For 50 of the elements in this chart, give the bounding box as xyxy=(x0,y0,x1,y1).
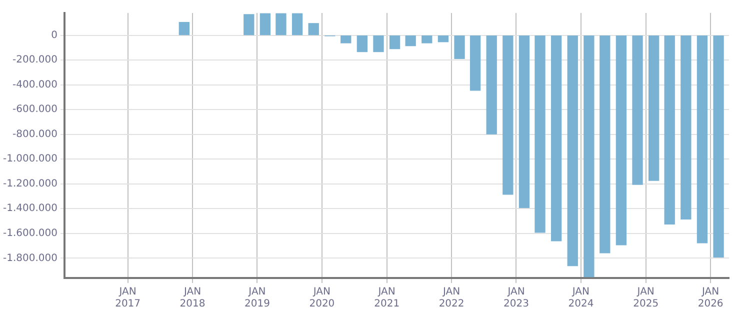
y-tick-label: 0 xyxy=(51,30,58,41)
bar xyxy=(178,22,190,36)
bar xyxy=(696,35,708,244)
bar xyxy=(438,35,449,42)
y-tick-label: -1.800.000 xyxy=(2,252,58,264)
y-tick-label: -200.000 xyxy=(12,54,58,66)
bar xyxy=(244,14,254,36)
bar xyxy=(373,35,384,52)
bar xyxy=(470,35,481,91)
bar xyxy=(713,35,724,258)
bar xyxy=(502,35,514,195)
x-tick-label: JAN 2022 xyxy=(438,286,464,310)
bar xyxy=(454,35,465,60)
bar xyxy=(356,35,368,52)
bar xyxy=(648,35,660,181)
y-tick-label: -800.000 xyxy=(12,128,58,140)
bar xyxy=(486,35,497,134)
bar xyxy=(534,35,546,233)
x-tick-label: JAN 2021 xyxy=(374,286,400,310)
bar xyxy=(616,35,627,246)
y-tick-label: -1.200.000 xyxy=(2,178,58,190)
bar xyxy=(584,35,594,278)
x-tick-label: JAN 2018 xyxy=(180,286,206,310)
y-tick-label: -1.600.000 xyxy=(2,228,58,240)
bar xyxy=(680,35,692,220)
bar xyxy=(340,35,352,44)
bar xyxy=(632,35,643,185)
bar xyxy=(422,35,432,44)
x-tick-label: JAN 2017 xyxy=(115,286,141,310)
bar xyxy=(664,35,675,224)
bar xyxy=(389,35,400,50)
y-tick-label: -400.000 xyxy=(12,79,58,90)
bar xyxy=(276,13,286,36)
x-tick-label: JAN 2020 xyxy=(309,286,335,310)
bar xyxy=(518,35,530,208)
bar xyxy=(260,13,271,36)
bar xyxy=(567,35,578,266)
y-tick-label: -1.000.000 xyxy=(2,154,58,165)
bar xyxy=(405,35,416,46)
x-tick-label: JAN 2019 xyxy=(244,286,270,310)
bar xyxy=(600,35,610,254)
y-tick-label: -600.000 xyxy=(12,104,58,116)
bar xyxy=(550,35,562,242)
y-tick-label: -1.400.000 xyxy=(2,203,58,214)
x-tick-label: JAN 2026 xyxy=(698,286,724,310)
x-tick-label: JAN 2024 xyxy=(568,286,594,310)
bar xyxy=(308,23,319,36)
bar xyxy=(292,13,303,36)
x-tick-label: JAN 2025 xyxy=(633,286,659,310)
x-tick-label: JAN 2023 xyxy=(504,286,529,310)
